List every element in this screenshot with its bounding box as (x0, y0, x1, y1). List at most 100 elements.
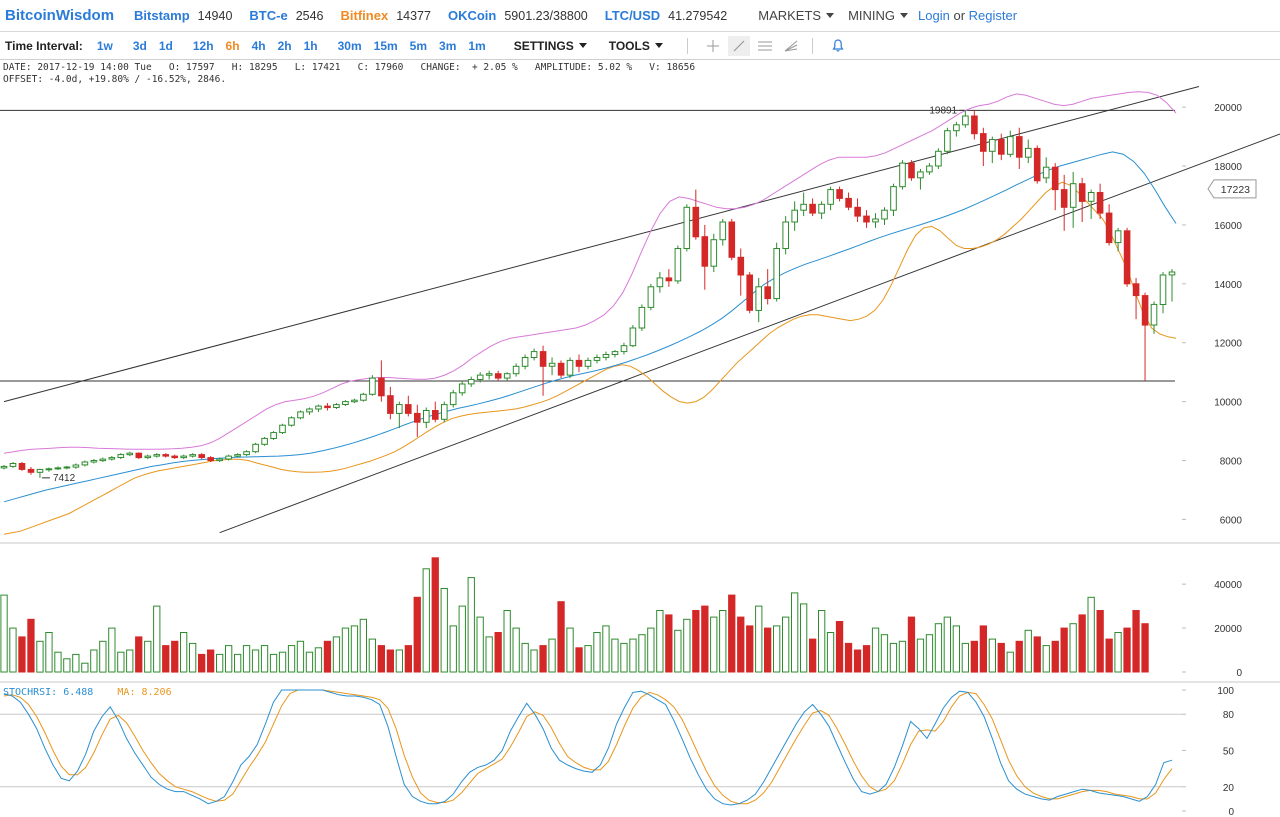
candle (1159, 272, 1167, 314)
exchange-ltcusd[interactable]: LTC/USD 41.279542 (605, 8, 727, 23)
candle-body-down (1096, 192, 1104, 214)
exchange-name[interactable]: Bitstamp (134, 8, 190, 23)
candle-body-down (1051, 166, 1059, 191)
candle-body-up (261, 437, 268, 445)
candle-body-up (521, 357, 529, 367)
candle-body-up (647, 286, 655, 308)
interval-1h[interactable]: 1h (303, 38, 318, 53)
exchange-name[interactable]: LTC/USD (604, 8, 661, 23)
candle (234, 453, 241, 458)
candle-body-down (701, 236, 709, 267)
price-chart[interactable]: 2000018000160001400012000100008000600019… (0, 60, 1280, 817)
candle-body-up (611, 351, 619, 356)
interval-6h[interactable]: 6h (225, 38, 240, 53)
volume-bar-down (323, 640, 332, 673)
candle (881, 207, 888, 225)
candle (800, 192, 807, 217)
mining-menu-label: MINING (848, 8, 896, 23)
candle (998, 133, 1005, 161)
line-tool[interactable] (727, 35, 750, 56)
channel-trend-line (219, 133, 1280, 534)
volume-bar-up (144, 640, 152, 673)
candle-body-up (126, 452, 134, 456)
volume-bar-up (332, 636, 341, 673)
candle (1051, 163, 1059, 211)
exchange-bitfinex[interactable]: Bitfinex 14377 (341, 8, 431, 23)
volume-bar-up (826, 632, 835, 673)
volume-bar-up (916, 638, 925, 673)
candle-body-down (378, 377, 385, 397)
interval-5m[interactable]: 5m (409, 38, 428, 53)
horizontal-lines-tool[interactable] (754, 36, 776, 56)
mining-menu[interactable]: MINING (848, 8, 909, 23)
candle (971, 110, 978, 140)
candle-body-up (890, 186, 897, 211)
volume-bar-up (54, 651, 62, 673)
settings-menu[interactable]: SETTINGS (514, 39, 587, 53)
candle (144, 454, 152, 460)
interval-30m[interactable]: 30m (337, 38, 362, 53)
volume-bar-up (90, 649, 98, 673)
candle (1168, 269, 1176, 302)
volume-bar-up (1042, 645, 1050, 673)
volume-bar-down (692, 610, 700, 673)
interval-3m[interactable]: 3m (439, 38, 457, 53)
brand-logo[interactable]: BitcoinWisdom (5, 7, 115, 24)
interval-2h[interactable]: 2h (277, 38, 292, 53)
candle (36, 468, 44, 478)
candle-body-up (899, 162, 906, 188)
exchange-name[interactable]: Bitfinex (340, 8, 389, 23)
exchange-okcoin[interactable]: OKCoin 5901.23/38800 (448, 8, 588, 23)
volume-bar-up (45, 632, 53, 673)
candle-body-down (1060, 189, 1068, 208)
candle (791, 201, 799, 231)
interval-1w[interactable]: 1w (96, 38, 113, 53)
exchange-name[interactable]: BTC-e (249, 8, 288, 23)
markets-menu[interactable]: MARKETS (758, 8, 835, 23)
login-link[interactable]: Login (918, 8, 950, 23)
volume-bar-up (314, 647, 323, 673)
candle-body-up (1159, 274, 1167, 305)
volume-bar-down (728, 594, 736, 673)
candle-body-up (449, 392, 457, 406)
alert-bell[interactable] (827, 36, 849, 56)
interval-1d[interactable]: 1d (158, 38, 173, 53)
candle (432, 401, 439, 423)
register-link[interactable]: Register (968, 8, 1018, 23)
volume-bar-up (99, 640, 107, 673)
interval-3d[interactable]: 3d (132, 38, 147, 53)
interval-4h[interactable]: 4h (251, 38, 266, 53)
fan-tool[interactable] (780, 36, 802, 56)
candle (935, 148, 942, 169)
candle-body-up (710, 239, 718, 267)
candle (1025, 139, 1032, 164)
volume-bar-up (674, 629, 682, 673)
interval-12h[interactable]: 12h (192, 38, 214, 53)
volume-bar-up (988, 638, 997, 673)
candle-body-up (782, 221, 790, 249)
candle-body-up (953, 124, 960, 132)
volume-bar-up (800, 603, 808, 673)
exchange-name[interactable]: OKCoin (447, 8, 497, 23)
candle (728, 219, 736, 261)
candle-body-up (72, 464, 80, 468)
exchange-btce[interactable]: BTC-e 2546 (249, 8, 323, 23)
exchange-bitstamp[interactable]: Bitstamp 14940 (134, 8, 232, 23)
candle (405, 395, 412, 417)
stochrsi-axis-label: 0 (1228, 807, 1234, 817)
volume-bar-up (63, 658, 71, 673)
interval-1m[interactable]: 1m (468, 38, 486, 53)
candle (575, 354, 583, 373)
candle (306, 407, 313, 415)
candle (54, 466, 62, 470)
interval-15m[interactable]: 15m (373, 38, 398, 53)
volume-bar-down (494, 632, 502, 673)
candle-body-up (917, 171, 924, 179)
crosshair-tool[interactable] (702, 36, 724, 56)
candle-body-up (512, 365, 520, 375)
volume-bar-up (503, 610, 511, 673)
volume-bar-up (961, 642, 970, 673)
tools-menu[interactable]: TOOLS (609, 39, 663, 53)
volume-bar-up (880, 634, 889, 673)
volume-bar-up (602, 625, 610, 673)
